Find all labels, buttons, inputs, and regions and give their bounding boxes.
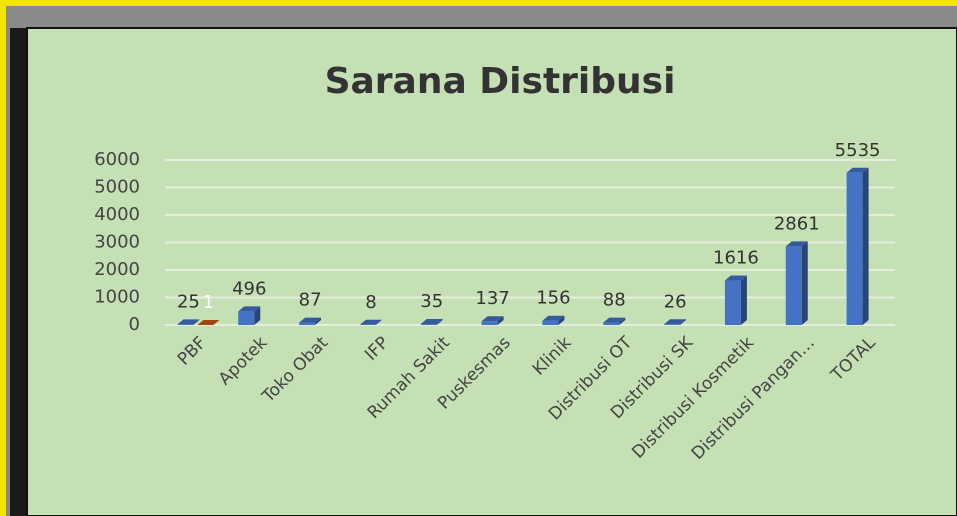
data-label: 2861 [774, 213, 820, 234]
bar-side [193, 319, 200, 325]
data-label: 496 [232, 278, 266, 299]
y-tick-label: 0 [129, 314, 140, 335]
bar-side [213, 319, 220, 325]
chart-title: Sarana Distribusi [325, 61, 676, 102]
bar-top [177, 319, 200, 325]
bar-side [558, 315, 565, 325]
bar [785, 241, 808, 326]
bar-front [177, 324, 194, 326]
bar-side [436, 319, 443, 325]
bar [664, 319, 687, 326]
bar [481, 316, 504, 326]
bar [299, 317, 322, 326]
bar-top [299, 317, 322, 323]
bar-top [664, 319, 687, 325]
bar-top [238, 306, 261, 312]
bar-top [359, 319, 382, 325]
bar-side [375, 319, 382, 325]
bar-top [481, 316, 504, 322]
bar [603, 317, 626, 326]
bar-front [238, 311, 255, 326]
bar-front [664, 324, 681, 326]
data-label: 88 [603, 290, 626, 311]
y-tick-label: 5000 [94, 177, 140, 198]
data-label: 1 [203, 292, 214, 313]
data-label: 8 [365, 292, 376, 313]
bar-front [420, 324, 437, 326]
bar-side [801, 241, 808, 325]
y-tick-label: 2000 [94, 259, 140, 280]
bar-front [481, 321, 498, 326]
data-label: 26 [664, 291, 687, 312]
bar-top [724, 275, 747, 281]
data-label: 5535 [835, 140, 881, 161]
y-tick-label: 3000 [94, 232, 140, 253]
bar [846, 167, 869, 326]
left-strip [10, 28, 27, 516]
bar [359, 319, 382, 326]
data-label: 35 [420, 291, 443, 312]
bar-front [299, 322, 316, 326]
bar-front [724, 280, 741, 326]
bar-side [619, 317, 626, 325]
bar-side [254, 306, 261, 325]
bar-top [603, 317, 626, 323]
data-label: 25 [177, 291, 200, 312]
bar [724, 275, 747, 326]
bar-side [862, 167, 869, 325]
y-tick-label: 1000 [94, 287, 140, 308]
data-label: 156 [536, 288, 570, 309]
bar-top [542, 315, 565, 321]
bar-top [420, 319, 443, 325]
bar-side [497, 316, 504, 325]
bar [420, 319, 443, 326]
bar [238, 306, 261, 326]
bar-front [542, 320, 559, 326]
bar-front [785, 246, 802, 326]
bar [177, 319, 200, 326]
y-tick-label: 4000 [94, 204, 140, 225]
data-label: 87 [299, 290, 322, 311]
bar-top [785, 241, 808, 247]
bar-front [603, 322, 620, 326]
data-label: 1616 [713, 248, 759, 269]
bar-side [740, 275, 747, 325]
bar-side [680, 319, 687, 325]
bar [197, 319, 220, 326]
bar [542, 315, 565, 326]
bar-side [315, 317, 322, 325]
data-label: 137 [475, 288, 509, 309]
bar-top [197, 319, 220, 325]
bar-top [846, 167, 869, 173]
y-tick-label: 6000 [94, 149, 140, 170]
bar-front [846, 172, 863, 326]
